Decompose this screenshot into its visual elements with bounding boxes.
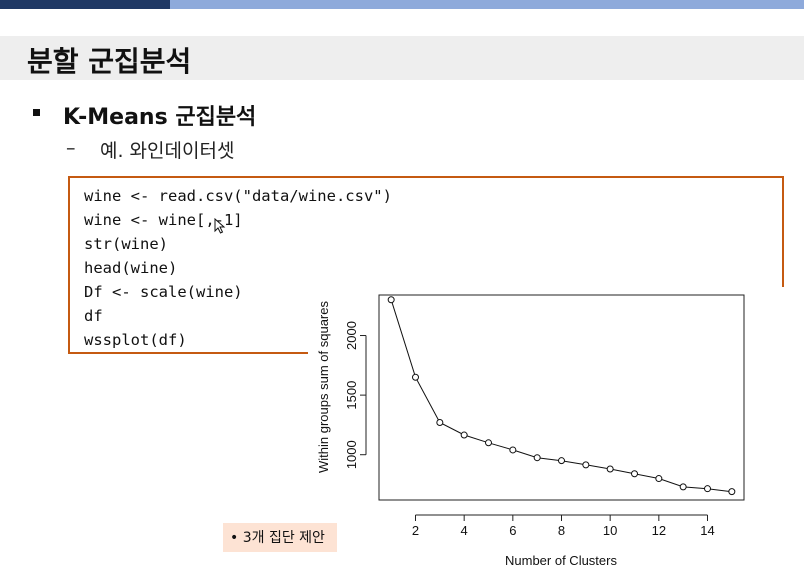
series-points (387, 296, 736, 496)
slide-title: 분할 군집분석 (27, 45, 192, 78)
data-point (655, 475, 663, 483)
x-tick-label: 12 (652, 523, 666, 538)
data-point (631, 470, 638, 478)
x-axis-label: Number of Clusters (505, 553, 617, 568)
sub-bullet-text: 예. 와인데이터셋 (100, 140, 235, 162)
y-axis-label: Within groups sum of squares (316, 301, 331, 473)
data-point (582, 461, 590, 469)
code-block: wine <- read.csv("data/wine.csv") wine <-… (84, 184, 392, 352)
y-tick-label: 1500 (344, 381, 359, 410)
data-point (606, 465, 614, 473)
wss-plot: 2 4 6 8 10 12 14 1000 1500 2000 Number of Cluste… (308, 287, 804, 573)
data-point (485, 439, 492, 447)
plot-frame (378, 294, 745, 501)
top-bar-light (170, 0, 804, 9)
code-line: wine <- wine[,-1] (84, 211, 243, 229)
data-point (436, 419, 444, 427)
bullet-square-icon (33, 109, 40, 116)
x-tick-label: 4 (461, 523, 468, 538)
code-line: wine <- read.csv("data/wine.csv") (84, 187, 392, 205)
data-point (387, 296, 395, 304)
sub-bullet-dash: – (66, 137, 76, 159)
data-point (704, 485, 711, 493)
y-axis: 1000 1500 2000 (344, 321, 367, 469)
data-point (533, 454, 541, 462)
x-tick-label: 10 (603, 523, 617, 538)
y-tick-label: 2000 (344, 321, 359, 350)
code-line: Df <- scale(wine) (84, 283, 243, 301)
code-line: wssplot(df) (84, 331, 187, 349)
data-point (558, 457, 565, 465)
y-tick-label: 1000 (344, 440, 359, 469)
top-bar-dark (0, 0, 170, 9)
x-axis: 2 4 6 8 10 12 14 (412, 514, 715, 538)
mouse-cursor-icon (214, 218, 226, 234)
x-tick-label: 6 (509, 523, 516, 538)
x-tick-label: 8 (558, 523, 565, 538)
data-point (460, 431, 468, 439)
bullet-heading: K-Means 군집분석 (63, 105, 257, 130)
data-point (509, 446, 517, 454)
data-point (412, 373, 419, 381)
wss-plot-svg: 2 4 6 8 10 12 14 1000 1500 2000 Number of Cluste… (316, 294, 745, 568)
code-line: df (84, 307, 103, 325)
x-tick-label: 2 (412, 523, 419, 538)
x-tick-label: 14 (700, 523, 714, 538)
code-line: head(wine) (84, 259, 178, 277)
title-band (0, 36, 804, 80)
data-point (728, 488, 736, 496)
data-point (679, 483, 687, 491)
code-line: str(wine) (84, 235, 168, 253)
suggestion-tag: • 3개 집단 제안 (223, 523, 337, 552)
